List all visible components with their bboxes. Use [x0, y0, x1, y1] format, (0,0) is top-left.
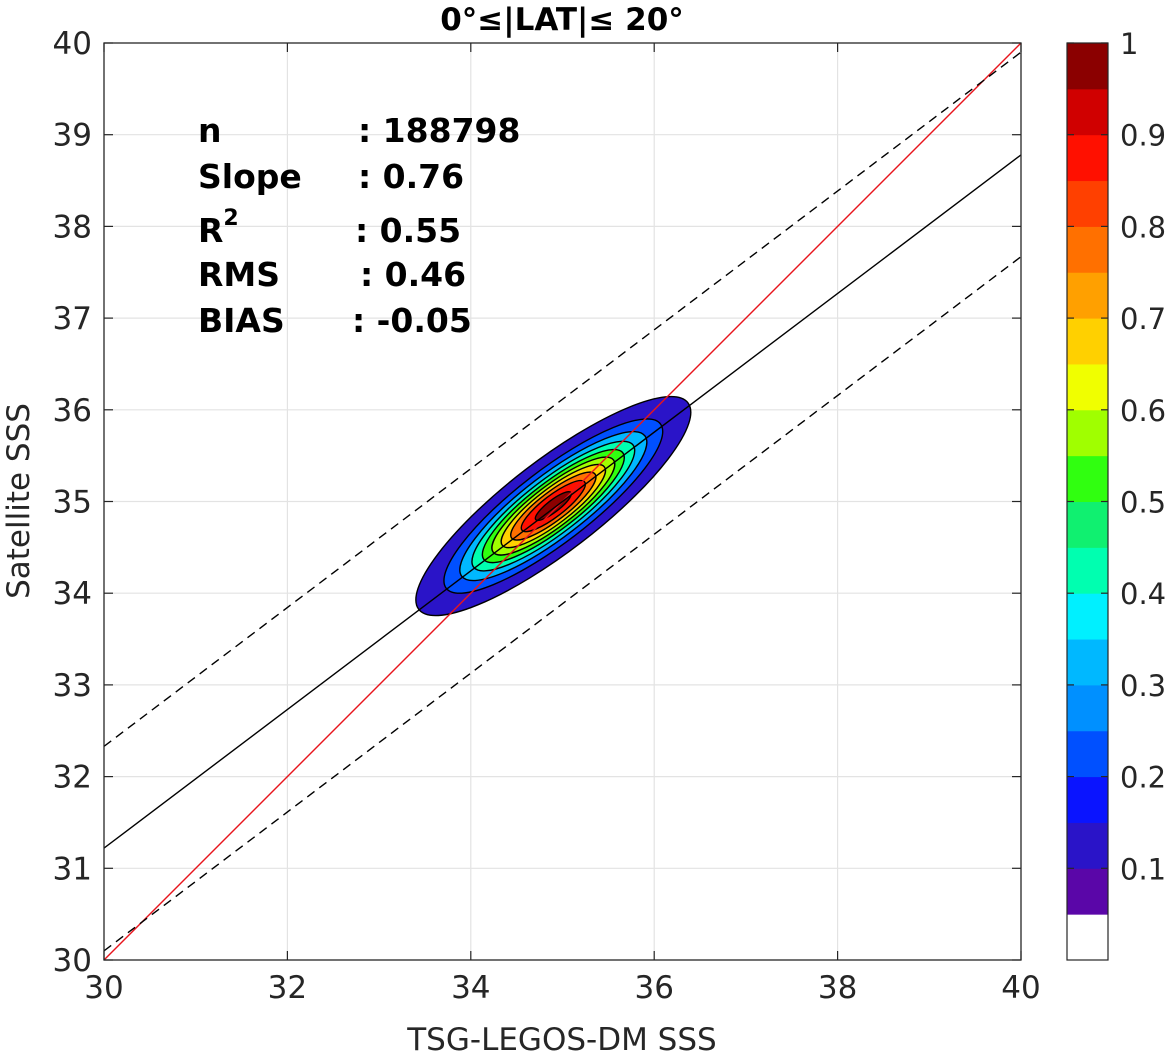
- stat-value: : 0.76: [358, 157, 464, 196]
- colorbar: 0.1 0.2 0.3 0.4 0.5 0.6 0.7 0.8 0.9 1: [1066, 27, 1166, 961]
- colorbar-segment: [1067, 180, 1108, 227]
- x-tick-label: 32: [268, 970, 307, 1006]
- y-tick-label: 36: [53, 393, 92, 429]
- y-tick-label: 30: [53, 943, 92, 979]
- y-tick-label: 39: [53, 118, 92, 154]
- stat-superscript: 2: [223, 206, 238, 231]
- colorbar-segment: [1067, 226, 1108, 273]
- colorbar-tick-label: 0.4: [1120, 577, 1166, 611]
- grid: [104, 43, 1021, 960]
- stat-name: n: [198, 111, 222, 150]
- colorbar-tick-label: 1: [1120, 27, 1138, 61]
- colorbar-tick-label: 0.5: [1120, 486, 1166, 520]
- x-tick-label: 40: [1001, 970, 1040, 1006]
- colorbar-tick-label: 0.1: [1120, 852, 1166, 886]
- upper-bound-line: [104, 51, 1021, 747]
- regression-line: [104, 154, 1021, 849]
- colorbar-segment: [1067, 684, 1108, 732]
- colorbar-segment: [1067, 501, 1108, 548]
- colorbar-segment: [1067, 43, 1108, 90]
- chart-title: 0°≤|LAT|≤ 20°: [440, 2, 684, 38]
- y-tick-label: 34: [53, 576, 92, 612]
- colorbar-segment: [1067, 730, 1108, 778]
- colorbar-tick-label: 0.9: [1120, 119, 1166, 153]
- stat-value: : 0.46: [360, 255, 466, 294]
- colorbar-segment: [1067, 868, 1108, 915]
- y-tick-label: 32: [53, 760, 92, 796]
- y-tick-label: 33: [53, 668, 92, 704]
- colorbar-segment: [1067, 272, 1108, 319]
- y-tick-label: 31: [53, 851, 92, 887]
- colorbar-segment: [1067, 914, 1108, 961]
- stat-name: BIAS: [198, 301, 285, 340]
- colorbar-tick-label: 0.7: [1120, 302, 1166, 336]
- colorbar-segment: [1067, 639, 1108, 686]
- colorbar-segment: [1067, 455, 1108, 502]
- y-tick-label: 37: [53, 301, 92, 337]
- x-tick-label: 34: [451, 970, 490, 1006]
- colorbar-segment: [1067, 363, 1108, 411]
- reference-lines: [104, 43, 1021, 960]
- stat-name: Slope: [198, 157, 302, 196]
- x-tick-label: 38: [818, 970, 857, 1006]
- colorbar-tick-label: 0.2: [1120, 761, 1166, 795]
- colorbar-tick-label: 0.6: [1120, 394, 1166, 428]
- colorbar-segment: [1067, 593, 1108, 640]
- y-tick-label: 38: [53, 209, 92, 245]
- colorbar-segment: [1067, 409, 1108, 457]
- colorbar-tick-label: 0.8: [1120, 210, 1166, 244]
- lower-bound-line: [104, 256, 1021, 952]
- axis-ticks: 30 32 34 36 38 40 30 31 32 33 34 35 36 37 38 39 40: [53, 26, 1041, 1006]
- y-tick-label: 40: [53, 26, 92, 62]
- colorbar-tick-label: 0.3: [1120, 669, 1166, 703]
- x-tick-label: 30: [84, 970, 123, 1006]
- x-axis-label: TSG-LEGOS-DM SSS: [406, 1022, 716, 1055]
- stat-value: : 0.55: [355, 211, 461, 250]
- colorbar-segment: [1067, 776, 1108, 823]
- x-tick-label: 36: [634, 970, 673, 1006]
- colorbar-segment: [1067, 134, 1108, 182]
- y-tick-label: 35: [53, 485, 92, 521]
- colorbar-segment: [1067, 318, 1108, 365]
- stat-value: : 188798: [358, 111, 520, 150]
- colorbar-segment: [1067, 88, 1108, 136]
- colorbar-segment: [1067, 547, 1108, 594]
- colorbar-segment: [1067, 822, 1108, 869]
- stat-name: RMS: [198, 255, 280, 294]
- y-axis-label: Satellite SSS: [1, 403, 37, 599]
- stat-value: : -0.05: [352, 301, 472, 340]
